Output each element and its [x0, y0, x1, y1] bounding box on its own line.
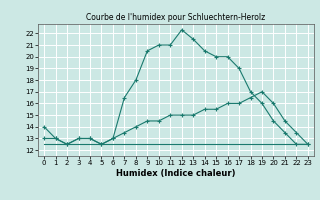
Title: Courbe de l'humidex pour Schluechtern-Herolz: Courbe de l'humidex pour Schluechtern-He…	[86, 13, 266, 22]
X-axis label: Humidex (Indice chaleur): Humidex (Indice chaleur)	[116, 169, 236, 178]
